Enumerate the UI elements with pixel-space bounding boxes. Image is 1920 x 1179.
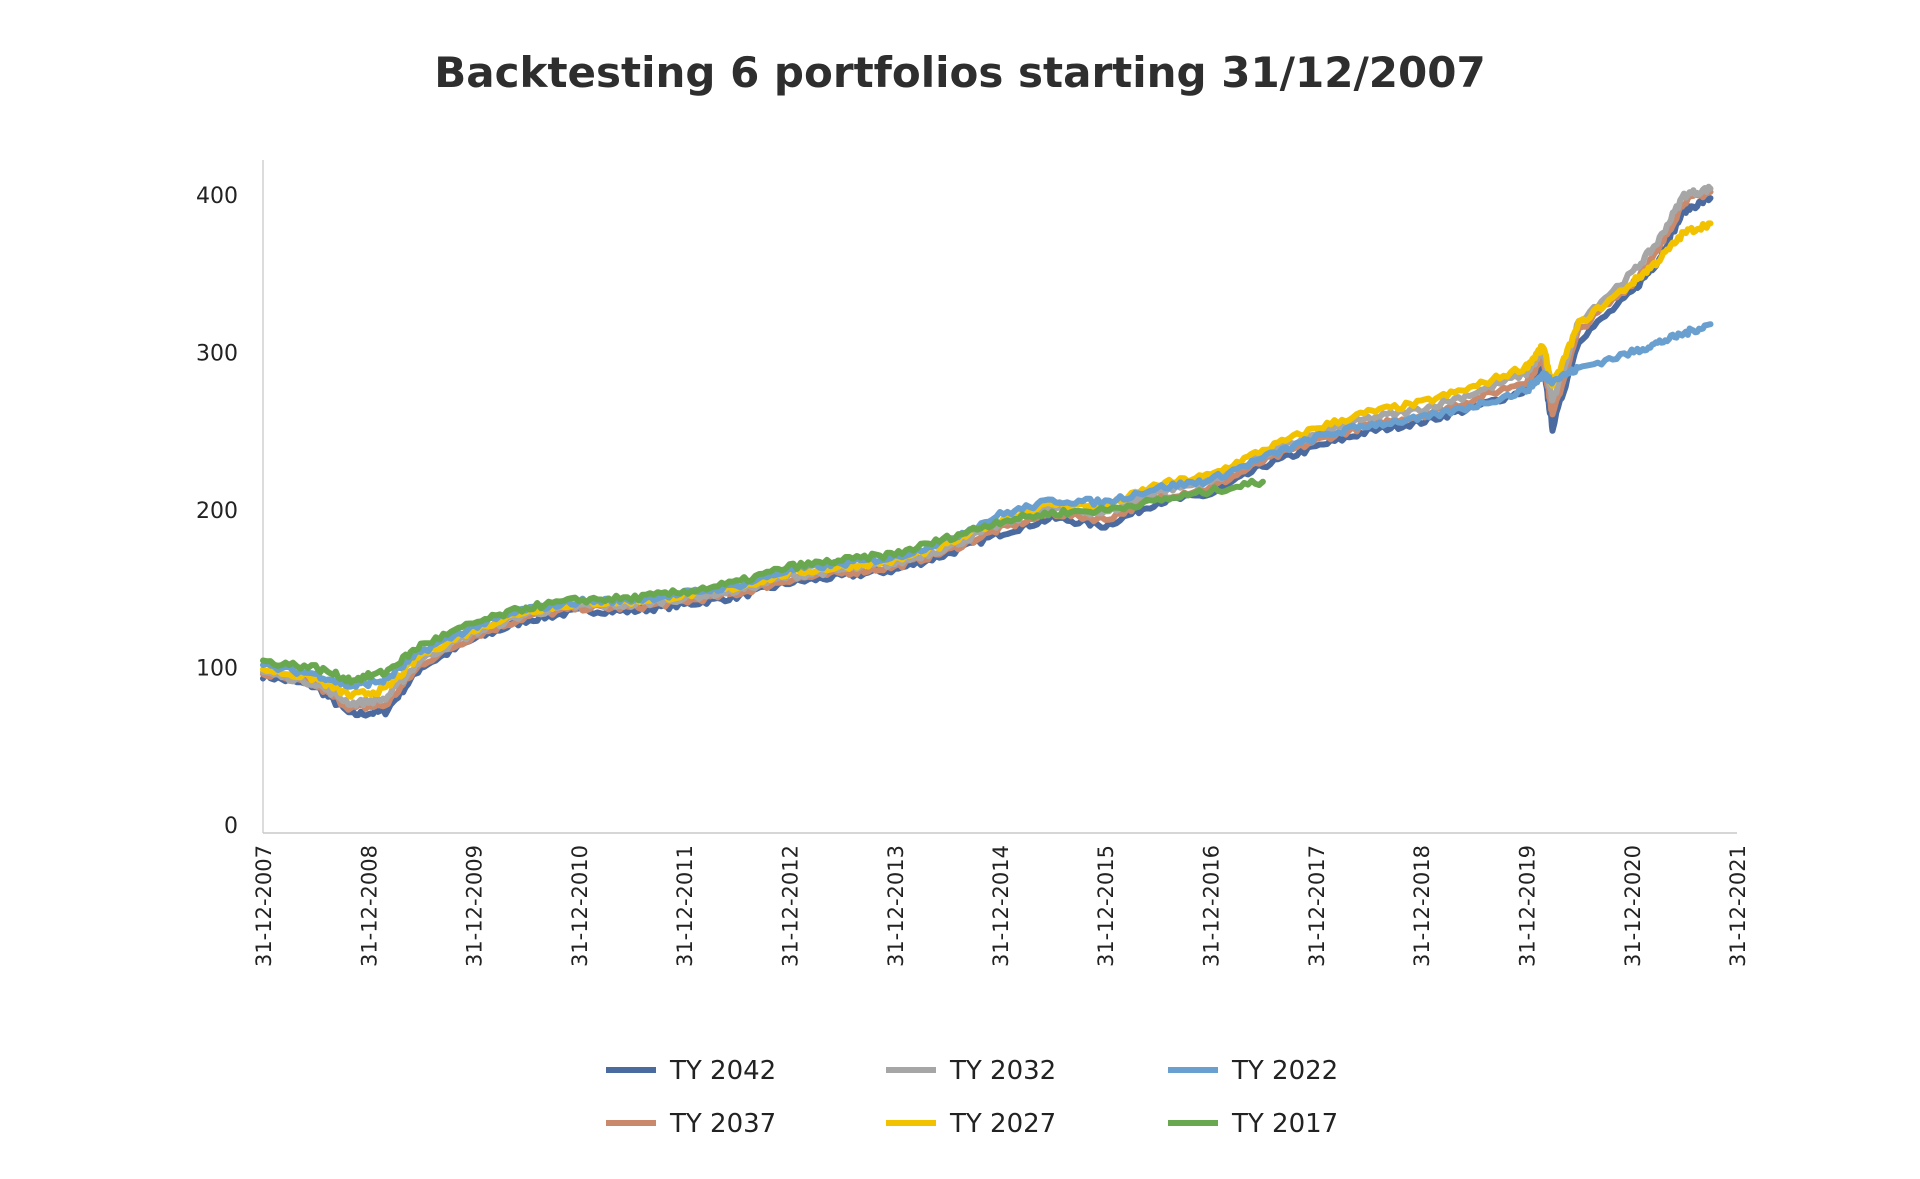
y-tick-label: 100: [196, 657, 238, 682]
x-tick-label: 31-12-2020: [1621, 845, 1645, 967]
y-tick-label: 0: [224, 814, 238, 839]
chart-legend: TY 2042 TY 2037 TY 2032 TY 2027 TY 2022 TY 20…: [606, 1056, 1338, 1139]
y-tick-label: 200: [196, 499, 238, 524]
x-tick-label: 31-12-2012: [779, 845, 803, 967]
series-line-ty-2017: [260, 477, 1266, 686]
x-tick-label: 31-12-2014: [989, 845, 1013, 967]
x-tick-label: 31-12-2009: [463, 845, 487, 967]
x-tick-label: 31-12-2018: [1410, 845, 1434, 967]
chart-title: Backtesting 6 portfolios starting 31/12/…: [434, 48, 1486, 97]
chart-axes: 0 100 200 300 400 31-12-2007 31-12-2008 31-12-2…: [196, 160, 1750, 967]
x-tick-label: 31-12-2013: [884, 845, 908, 967]
legend-label: TY 2042: [669, 1056, 776, 1086]
legend-label: TY 2032: [949, 1056, 1056, 1086]
x-tick-label: 31-12-2007: [252, 845, 276, 967]
x-tick-label: 31-12-2019: [1515, 845, 1539, 967]
legend-label: TY 2027: [949, 1109, 1056, 1139]
legend-label: TY 2022: [1231, 1056, 1338, 1086]
y-tick-label: 400: [196, 184, 238, 209]
y-tick-label: 300: [196, 342, 238, 367]
x-tick-label: 31-12-2008: [357, 845, 381, 967]
x-tick-label: 31-12-2016: [1200, 845, 1224, 967]
legend-label: TY 2017: [1231, 1109, 1338, 1139]
x-tick-label: 31-12-2011: [673, 845, 697, 967]
x-tick-label: 31-12-2010: [568, 845, 592, 967]
x-tick-label: 31-12-2021: [1726, 845, 1750, 967]
legend-label: TY 2037: [669, 1109, 776, 1139]
x-tick-label: 31-12-2017: [1305, 845, 1329, 967]
x-tick-label: 31-12-2015: [1094, 845, 1118, 967]
series-layer: [260, 183, 1714, 719]
